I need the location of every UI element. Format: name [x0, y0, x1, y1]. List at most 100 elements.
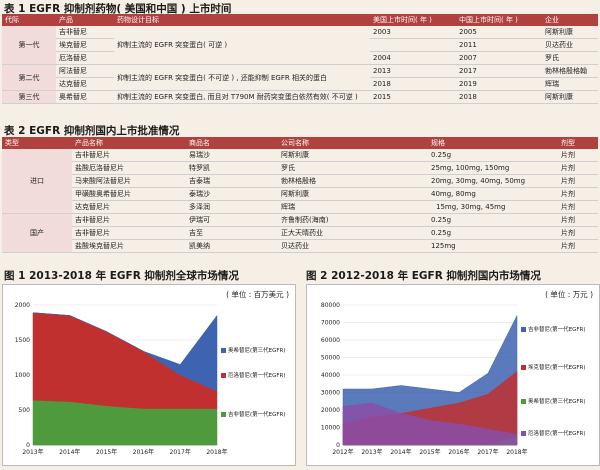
legend-label: 厄洛替尼(第一代EGFR)	[528, 429, 586, 437]
us-year-cell: 2003	[370, 26, 456, 39]
company-cell: 阿斯利康	[542, 26, 598, 39]
legend-swatch	[521, 431, 526, 436]
table2-header: 剂型	[558, 137, 598, 149]
cn-year-cell: 2011	[456, 38, 542, 52]
generation-cell: 第二代	[2, 64, 56, 91]
table1-header: 药物设计目标	[114, 14, 370, 26]
y-tick-label: 500	[19, 407, 31, 414]
brand-cell: 凯美纳	[186, 239, 278, 253]
domestic-market-chart: ( 单位 : 万元 ) 0 10000 20000 30000 40000 50000 600…	[306, 284, 600, 466]
x-tick-label: 2016年	[133, 448, 154, 456]
product-cell: 盐酸厄洛替尼片	[72, 161, 186, 175]
y-tick-label: 1000	[15, 372, 30, 379]
legend-swatch	[521, 327, 526, 332]
chart-unit-label: ( 单位 : 万元 )	[545, 289, 593, 299]
x-tick-label: 2012年	[332, 448, 353, 456]
product-cell: 吉非替尼片	[72, 149, 186, 162]
spec-cell: 125mg	[428, 239, 558, 253]
spec-cell: 40mg, 80mg	[428, 187, 558, 201]
product-cell: 埃克替尼	[56, 38, 114, 52]
y-tick-label: 0	[336, 442, 340, 449]
table1-title: 表 1 EGFR 抑制剂药物( 美国和中国 ) 上市时间	[4, 3, 232, 15]
type-cell: 国产	[2, 213, 72, 253]
company-cell: 阿斯利康	[542, 90, 598, 104]
table2-header-row: 类型 产品名称 商品名 公司名称 规格 剂型	[2, 137, 598, 149]
table-row: 吉非替尼片 吉至 正大天晴药业 0.25g 片剂	[2, 226, 598, 240]
form-cell: 片剂	[558, 174, 598, 188]
company-cell: 阿斯利康	[278, 187, 428, 201]
table1-header: 企业	[542, 14, 598, 26]
legend-label: 奥希替尼(第三代EGFR)	[528, 397, 586, 405]
series-area	[32, 312, 218, 392]
x-tick-label: 2013年	[361, 448, 382, 456]
company-cell: 贝达药业	[278, 239, 428, 253]
brand-cell: 吉至	[186, 226, 278, 240]
brand-cell: 易瑞沙	[186, 149, 278, 162]
table-row: 马来酸阿法替尼片 吉泰瑞 勃林格殷格 20mg, 30mg, 40mg, 50m…	[2, 174, 598, 188]
table2-header: 类型	[2, 137, 72, 149]
legend-swatch	[221, 412, 226, 417]
product-cell: 吉非替尼片	[72, 226, 186, 240]
table-row: 厄洛替尼 2004 2007 罗氏	[2, 51, 598, 65]
form-cell: 片剂	[558, 200, 598, 214]
company-cell: 正大天晴药业	[278, 226, 428, 240]
product-cell: 阿法替尼	[56, 64, 114, 78]
product-cell: 甲磺酸奥希替尼片	[72, 187, 186, 201]
y-tick-label: 50000	[321, 355, 340, 362]
brand-cell: 泰瑞沙	[186, 187, 278, 201]
x-tick-label: 2014年	[390, 448, 411, 456]
legend-swatch	[221, 348, 226, 353]
x-tick-label: 2018年	[506, 448, 527, 456]
legend-label: 厄洛替尼(第一代EGFR)	[228, 371, 286, 379]
table-row: 达克替尼片 多泽润 辉瑞 15mg, 30mg, 45mg 片剂	[2, 200, 598, 214]
y-tick-label: 60000	[321, 337, 340, 344]
legend-swatch	[521, 365, 526, 370]
company-cell: 罗氏	[542, 51, 598, 65]
table-row: 盐酸埃克替尼片 凯美纳 贝达药业 125mg 片剂	[2, 239, 598, 253]
company-cell: 罗氏	[278, 161, 428, 175]
us-year-cell: 2018	[370, 77, 456, 91]
x-tick-label: 2014年	[59, 448, 80, 456]
brand-cell: 吉泰瑞	[186, 174, 278, 188]
form-cell: 片剂	[558, 213, 598, 227]
brand-cell: 特罗凯	[186, 161, 278, 175]
y-tick-label: 20000	[321, 407, 340, 414]
table-row: 第一代 吉非替尼 抑制主流的 EGFR 突变蛋白( 可逆 ) 2003 2005…	[2, 26, 598, 65]
table-row: 达克替尼 2018 2019 辉瑞	[2, 77, 598, 91]
product-cell: 吉非替尼片	[72, 213, 186, 227]
table-row: 进口 吉非替尼片 易瑞沙 阿斯利康 0.25g 片剂	[2, 149, 598, 214]
cn-year-cell: 2017	[456, 64, 542, 78]
y-tick-label: 10000	[321, 425, 340, 432]
domestic-market-svg: ( 单位 : 万元 ) 0 10000 20000 30000 40000 50000 600…	[321, 289, 593, 456]
brand-cell: 多泽润	[186, 200, 278, 214]
y-tick-label: 80000	[321, 302, 340, 309]
us-year-cell: 2004	[370, 51, 456, 65]
cn-year-cell: 2005	[456, 26, 542, 39]
product-cell: 马来酸阿法替尼片	[72, 174, 186, 188]
approval-table: 类型 产品名称 商品名 公司名称 规格 剂型 进口 吉非替尼片 易瑞沙 阿斯利康…	[2, 137, 598, 253]
cn-year-cell: 2018	[456, 90, 542, 104]
table2-header: 规格	[428, 137, 558, 149]
y-tick-label: 0	[26, 442, 30, 449]
company-cell: 勃林格殷格	[278, 174, 428, 188]
company-cell: 阿斯利康	[278, 149, 428, 162]
table-row: 第二代 阿法替尼 抑制主流的 EGFR 突变蛋白( 不可逆 ) , 还能抑制 E…	[2, 64, 598, 91]
x-tick-label: 2016年	[448, 448, 469, 456]
x-tick-label: 2017年	[170, 448, 191, 456]
table1-header: 美国上市时间( 年 )	[370, 14, 456, 26]
table1-header: 产品	[56, 14, 114, 26]
cn-year-cell: 2019	[456, 77, 542, 91]
goal-cell: 抑制主流的 EGFR 突变蛋白( 可逆 )	[114, 26, 370, 65]
chart-unit-label: ( 单位 : 百万美元 )	[226, 289, 289, 299]
spec-cell: 20mg, 30mg, 40mg, 50mg	[428, 174, 558, 188]
form-cell: 片剂	[558, 239, 598, 253]
legend-label: 埃克替尼(第一代EGFR)	[528, 363, 586, 371]
product-cell: 吉非替尼	[56, 26, 114, 39]
goal-cell: 抑制主流的 EGFR 突变蛋白( 不可逆 ) , 还能抑制 EGFR 相关的蛋白	[114, 64, 370, 91]
table-row: 盐酸厄洛替尼片 特罗凯 罗氏 25mg, 100mg, 150mg 片剂	[2, 161, 598, 175]
product-cell: 达克替尼片	[72, 200, 186, 214]
spec-cell: 0.25g	[428, 226, 558, 240]
form-cell: 片剂	[558, 226, 598, 240]
us-year-cell: 2015	[370, 90, 456, 104]
legend-label: 吉非替尼(第一代EGFR)	[528, 325, 586, 333]
